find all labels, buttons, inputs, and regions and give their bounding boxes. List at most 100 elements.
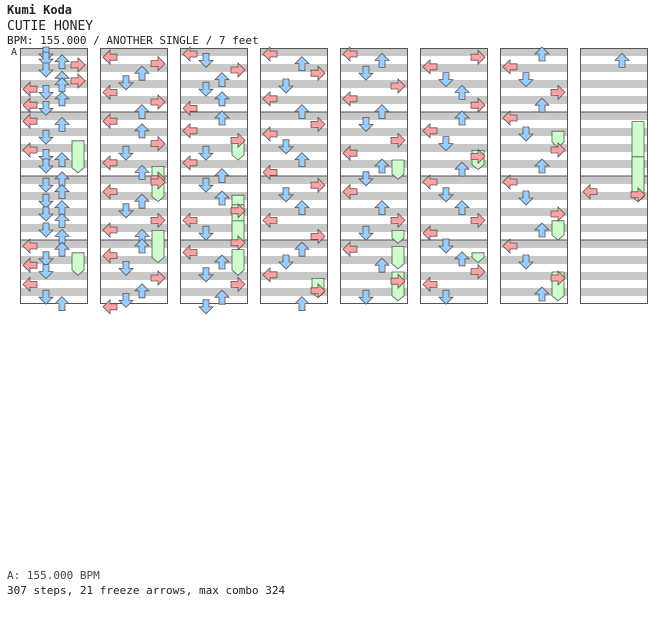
left-arrow [262, 212, 278, 229]
beat-band [180, 144, 248, 152]
up-arrow [214, 72, 230, 87]
beat-band [420, 80, 488, 88]
right-arrow [310, 282, 326, 299]
freeze-arrow [551, 130, 565, 148]
beat-band [260, 160, 328, 168]
beat-band [100, 208, 168, 216]
up-arrow [294, 104, 310, 119]
down-arrow [438, 238, 454, 254]
beat-band [580, 272, 648, 280]
beat-band [260, 256, 328, 264]
right-arrow [630, 186, 646, 203]
beat-band [500, 144, 568, 152]
beat-band [20, 96, 88, 104]
freeze-arrow [231, 249, 245, 276]
right-arrow [150, 94, 166, 110]
right-arrow [470, 49, 486, 66]
beat-band [340, 288, 408, 296]
left-arrow [182, 244, 198, 261]
down-arrow [518, 126, 534, 142]
up-arrow [374, 52, 390, 68]
up-arrow [54, 116, 70, 132]
beat-band [500, 176, 568, 184]
beat-band [260, 272, 328, 280]
beat-band [500, 272, 568, 280]
right-arrow [470, 263, 486, 280]
up-arrow [54, 212, 70, 228]
beat-band [420, 112, 488, 120]
left-arrow [502, 238, 518, 254]
down-arrow [278, 187, 294, 203]
down-arrow [278, 254, 294, 270]
beat-band [420, 160, 488, 168]
beat-band [260, 288, 328, 296]
beat-band [260, 208, 328, 216]
down-arrow [38, 148, 54, 164]
down-arrow [118, 203, 134, 219]
beat-band [20, 80, 88, 88]
beat-band [180, 64, 248, 72]
up-arrow [534, 158, 550, 174]
beat-band [20, 128, 88, 136]
beat-band [420, 272, 488, 280]
right-arrow [310, 177, 326, 194]
down-arrow [198, 53, 214, 68]
beat-band [20, 224, 88, 232]
beat-band [180, 224, 248, 232]
left-arrow [422, 174, 438, 190]
up-arrow [454, 84, 470, 100]
right-arrow [150, 212, 166, 229]
down-arrow [118, 292, 134, 308]
right-arrow [470, 212, 486, 229]
down-arrow [38, 51, 54, 67]
chart-stats: 307 steps, 21 freeze arrows, max combo 3… [7, 584, 286, 597]
up-arrow [54, 91, 70, 107]
up-arrow [534, 286, 550, 302]
up-arrow [294, 152, 310, 168]
beat-band [580, 80, 648, 88]
up-arrow [214, 254, 230, 270]
beat-band [340, 256, 408, 264]
beat-band [420, 224, 488, 232]
beat-band [580, 144, 648, 152]
up-arrow [134, 104, 150, 119]
beat-band [260, 64, 328, 72]
column-border [260, 48, 328, 304]
left-arrow [342, 90, 358, 107]
beat-band [580, 288, 648, 296]
beat-band [100, 144, 168, 152]
down-arrow [198, 177, 214, 193]
beat-band [340, 272, 408, 280]
right-arrow [550, 206, 566, 222]
beat-band [180, 256, 248, 264]
right-arrow [150, 55, 166, 72]
up-arrow [134, 193, 150, 209]
up-arrow [374, 200, 390, 216]
column-border [420, 48, 488, 304]
beat-band [260, 224, 328, 232]
down-arrow [118, 145, 134, 161]
up-arrow [534, 97, 550, 113]
right-arrow [310, 116, 326, 133]
up-arrow [214, 110, 230, 126]
right-arrow [230, 62, 246, 78]
up-arrow [294, 200, 310, 216]
up-arrow [294, 296, 310, 312]
right-arrow [390, 212, 406, 229]
right-arrow [150, 135, 166, 152]
up-arrow [534, 222, 550, 238]
down-arrow [198, 145, 214, 161]
down-arrow [438, 72, 454, 88]
down-arrow [38, 101, 54, 116]
beat-band [580, 240, 648, 248]
beat-band [180, 208, 248, 216]
down-arrow [518, 190, 534, 206]
beat-band [100, 272, 168, 280]
left-arrow [102, 222, 118, 238]
left-arrow [262, 164, 278, 181]
left-arrow [422, 58, 438, 75]
right-arrow [550, 142, 566, 158]
beat-band [420, 208, 488, 216]
right-arrow [550, 270, 566, 286]
beat-band [500, 64, 568, 72]
